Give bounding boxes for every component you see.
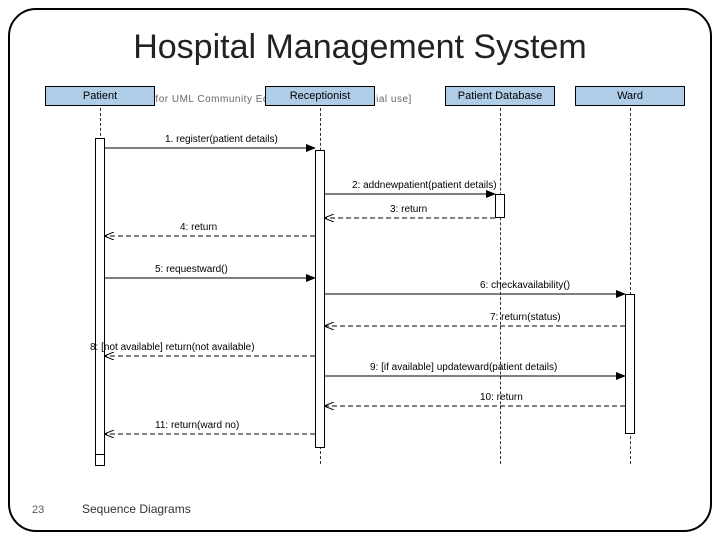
message-label-7: 7: return(status): [490, 312, 561, 323]
message-label-2: 2: addnewpatient(patient details): [352, 180, 497, 191]
activation-p: [95, 454, 105, 466]
message-label-4: 4: return: [180, 222, 217, 233]
participant-r: Receptionist: [265, 86, 375, 106]
page-number: 23: [32, 504, 44, 516]
participant-label: Patient: [45, 86, 155, 106]
footer-caption: Sequence Diagrams: [82, 502, 191, 516]
participant-label: Receptionist: [265, 86, 375, 106]
activation-p: [95, 138, 105, 462]
activation-w: [625, 294, 635, 434]
message-label-6: 6: checkavailability(): [480, 280, 570, 291]
participant-label: Patient Database: [445, 86, 555, 106]
message-label-1: 1. register(patient details): [165, 134, 278, 145]
sequence-diagram: PatientReceptionistPatient DatabaseWard1…: [60, 86, 666, 470]
message-label-10: 10: return: [480, 392, 523, 403]
activation-r: [315, 150, 325, 448]
participant-p: Patient: [45, 86, 155, 106]
participant-label: Ward: [575, 86, 685, 106]
participant-w: Ward: [575, 86, 685, 106]
slide-frame: Hospital Management System Visual Paradi…: [8, 8, 712, 532]
message-label-9: 9: [if available] updateward(patient det…: [370, 362, 557, 373]
message-label-8: 8: [not available] return(not available): [90, 342, 255, 353]
participant-d: Patient Database: [445, 86, 555, 106]
arrow-layer: [60, 86, 666, 470]
activation-d: [495, 194, 505, 218]
message-label-5: 5: requestward(): [155, 264, 228, 275]
page-title: Hospital Management System: [10, 28, 710, 67]
message-label-3: 3: return: [390, 204, 427, 215]
message-label-11: 11: return(ward no): [155, 420, 239, 431]
